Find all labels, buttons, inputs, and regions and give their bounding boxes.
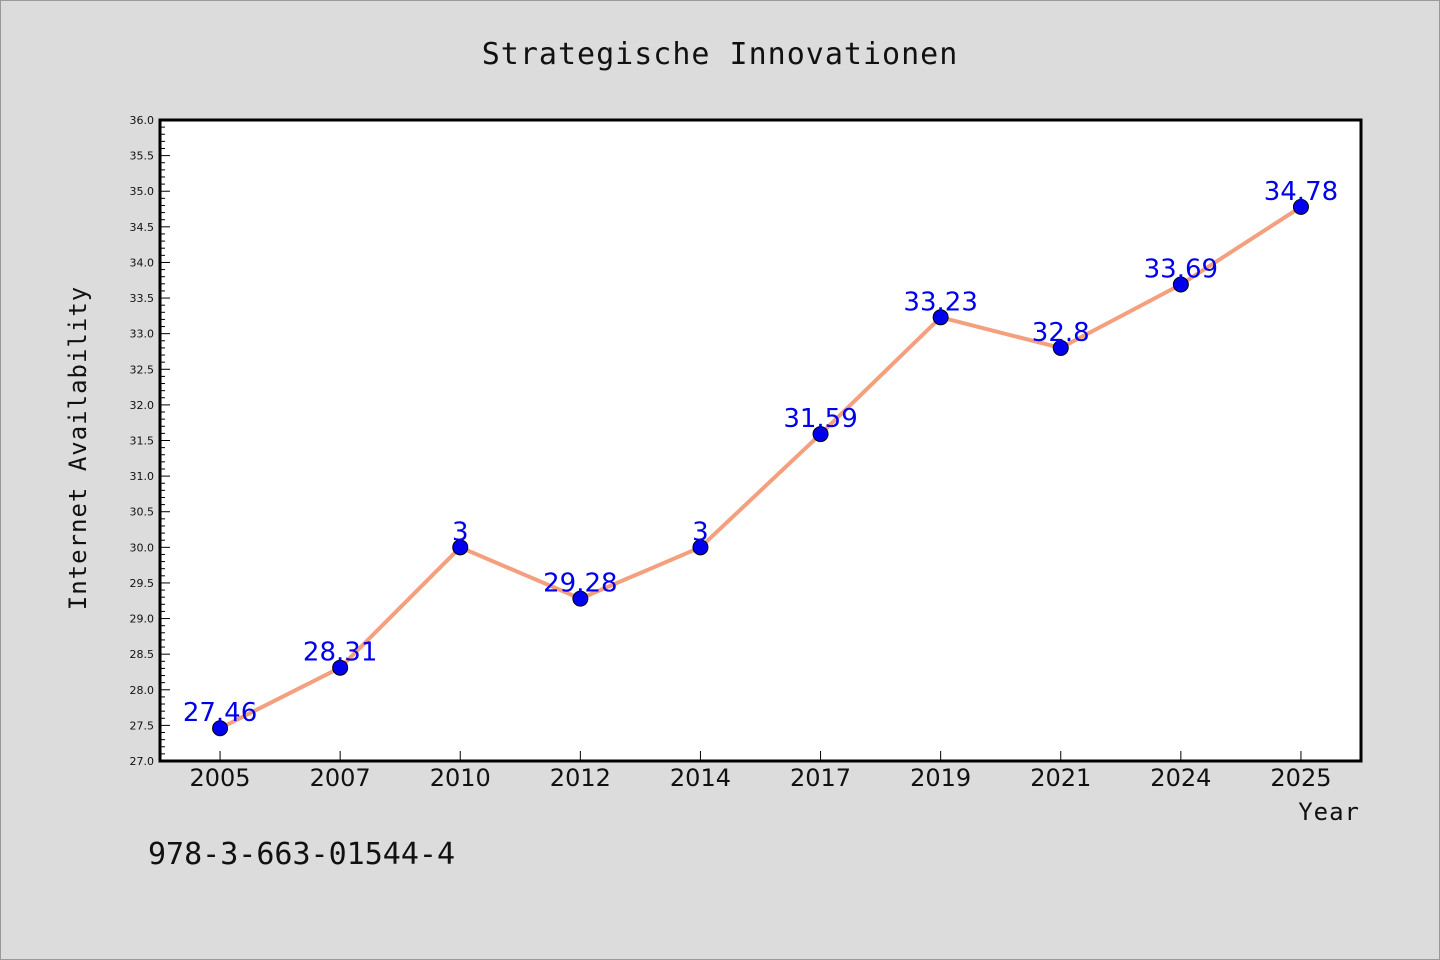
y-tick-label: 28.0 [130,684,155,697]
y-tick-label: 30.0 [130,541,155,554]
y-tick-label: 28.5 [130,648,155,661]
data-label: 34.78 [1264,177,1338,207]
isbn-text: 978-3-663-01544-4 [148,837,455,872]
y-tick-label: 32.0 [130,399,155,412]
data-label: 3 [692,517,709,547]
data-point [452,539,469,556]
data-point [572,590,589,607]
x-tick-label: 2024 [1150,764,1211,792]
x-tick-label: 2025 [1270,764,1331,792]
plot-frame [158,118,1363,763]
x-tick-label: 2012 [550,764,611,792]
series-line: 27.46 28.31 3 29.28 3 31.59 33.23 32.8 33.69 34.7… [183,177,1338,737]
y-tick-label: 27.0 [130,755,155,768]
y-tick-label: 30.5 [130,506,155,519]
data-point [212,720,229,737]
y-axis-label: Internet Availability [64,286,92,610]
data-label: 28.31 [303,638,377,668]
y-tick-label: 33.5 [130,292,155,305]
y-tick-label: 31.5 [130,435,155,448]
data-point [1052,339,1069,356]
x-tick-label: 2007 [310,764,371,792]
y-axis: 27.0 27.5 28.0 28.5 29.0 29.5 30.0 30.5 31.0 31.5… [130,114,170,768]
x-axis: 2005 2007 2010 2012 2014 2017 2019 2021 2024 2025 [190,751,1331,792]
data-label: 3 [452,517,469,547]
data-point [932,309,949,326]
data-label: 32.8 [1032,318,1090,348]
data-point [692,539,709,556]
y-tick-label: 27.5 [130,719,155,732]
data-label: 33.23 [903,287,977,317]
series-polyline [218,204,1303,731]
y-tick-label: 29.0 [130,613,155,626]
y-tick-label: 29.5 [130,577,155,590]
data-label: 31.59 [783,404,857,434]
data-label: 27.46 [183,698,257,728]
x-tick-label: 2017 [790,764,851,792]
y-tick-label: 35.5 [130,150,155,163]
chart-title: Strategische Innovationen [482,37,959,72]
x-tick-label: 2021 [1030,764,1091,792]
y-tick-label: 35.0 [130,185,155,198]
y-tick-label: 34.0 [130,256,155,269]
x-axis-label: Year [1298,798,1360,826]
y-tick-label: 33.0 [130,328,155,341]
y-tick-label: 36.0 [130,114,155,127]
x-tick-label: 2019 [910,764,971,792]
data-point [332,659,349,676]
data-point [1292,198,1309,215]
data-label: 29.28 [543,569,617,599]
data-label: 33.69 [1144,255,1218,285]
x-tick-label: 2005 [190,764,251,792]
data-point [1172,276,1189,293]
x-tick-label: 2014 [670,764,731,792]
plot-area [160,120,1361,761]
y-tick-label: 32.5 [130,363,155,376]
x-tick-label: 2010 [430,764,491,792]
y-tick-label: 31.0 [130,470,155,483]
y-tick-label: 34.5 [130,221,155,234]
data-point [812,426,829,443]
